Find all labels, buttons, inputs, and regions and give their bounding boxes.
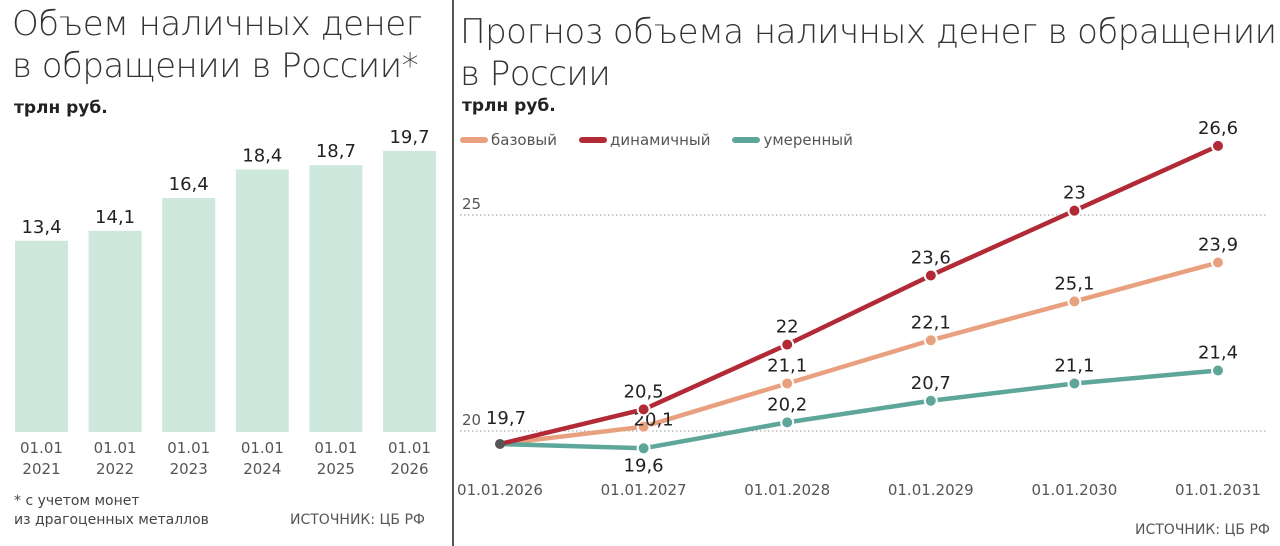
legend-item-1: динамичный — [579, 131, 710, 149]
series-1-label-2: 22 — [776, 317, 799, 338]
x-tick-label-4: 01.01.2030 — [1031, 481, 1117, 499]
left-title-line1: Объем наличных денег — [12, 4, 422, 44]
x-tick-label-5: 01.01.2031 — [1175, 481, 1261, 499]
x-tick-label-2: 01.01.2028 — [744, 481, 830, 499]
legend-swatch — [579, 137, 608, 143]
bar-data-label-5: 19,7 — [389, 127, 429, 148]
right-title-line1: Прогноз объема наличных денег в обращени… — [460, 12, 1277, 52]
series-1-point-2 — [780, 337, 795, 352]
series-1-label-5: 26,6 — [1198, 118, 1238, 139]
legend-item-2: умеренный — [732, 131, 853, 149]
series-2-point-1 — [636, 441, 651, 456]
legend-label: умеренный — [763, 131, 853, 149]
bar-tick-label-year-0: 2021 — [22, 460, 60, 478]
left-unit: трлн руб. — [14, 98, 108, 118]
series-1-point-1 — [636, 402, 651, 417]
bar-data-label-4: 18,7 — [316, 141, 356, 162]
series-1-label-1: 20,5 — [624, 381, 664, 402]
series-1-point-3 — [923, 268, 938, 283]
series-line-0 — [499, 260, 1219, 447]
bar-tick-label-year-3: 2024 — [243, 460, 281, 478]
series-0-point-1 — [636, 419, 651, 434]
bar-tick-label-4: 01.01 — [314, 439, 357, 457]
legend-swatch — [460, 137, 488, 143]
bar-3 — [235, 169, 289, 432]
right-source: ИСТОЧНИК: ЦБ РФ — [1135, 522, 1270, 538]
series-2-label-3: 20,7 — [911, 373, 951, 394]
x-tick-label-0: 01.01.2026 — [457, 481, 543, 499]
series-0-label-3: 22,1 — [911, 312, 951, 333]
series-0-label-5: 23,9 — [1198, 235, 1238, 256]
legend-label: динамичный — [610, 131, 711, 149]
right-title-line2: в России — [460, 54, 611, 94]
series-2-point-5 — [1211, 363, 1225, 378]
bar-1 — [88, 230, 142, 432]
series-0-point-4 — [1067, 294, 1082, 309]
bar-4 — [309, 165, 363, 432]
bar-2 — [162, 197, 216, 432]
series-2-point-3 — [923, 393, 938, 408]
bar-data-label-2: 16,4 — [169, 174, 209, 195]
series-2-point-2 — [780, 415, 795, 430]
bar-tick-label-year-1: 2022 — [96, 460, 134, 478]
series-1-point-4 — [1067, 203, 1082, 218]
legend: базовый динамичный умеренный — [460, 131, 853, 149]
bar-tick-label-1: 01.01 — [94, 439, 137, 457]
bar-tick-label-year-2: 2023 — [170, 460, 208, 478]
bar-5 — [383, 150, 436, 433]
series-0-point-5 — [1211, 255, 1225, 270]
bar-data-label-1: 14,1 — [95, 207, 135, 228]
bar-tick-label-year-4: 2025 — [317, 460, 355, 478]
series-2-label-1: 19,6 — [624, 455, 664, 476]
series-line-1 — [499, 143, 1219, 447]
start-label: 19,7 — [486, 408, 526, 429]
x-tick-label-3: 01.01.2029 — [888, 481, 974, 499]
legend-item-0: базовый — [460, 131, 557, 149]
series-1-point-5 — [1211, 138, 1225, 153]
y-tick-label-25: 25 — [462, 195, 481, 213]
bar-0 — [15, 240, 68, 432]
series-1-label-4: 23 — [1063, 183, 1086, 204]
legend-label: базовый — [491, 131, 558, 149]
bar-data-label-3: 18,4 — [242, 145, 282, 166]
series-0-point-2 — [780, 376, 795, 391]
bar-tick-label-0: 01.01 — [20, 439, 63, 457]
series-2-point-4 — [1067, 376, 1082, 391]
series-0-label-2: 21,1 — [767, 355, 807, 376]
y-tick-label-20: 20 — [462, 411, 481, 429]
series-2-label-2: 20,2 — [767, 394, 807, 415]
series-0-label-4: 25,1 — [1054, 273, 1094, 294]
series-2-label-4: 21,1 — [1054, 355, 1094, 376]
left-source: ИСТОЧНИК: ЦБ РФ — [290, 512, 425, 528]
bar-tick-label-year-5: 2026 — [390, 460, 428, 478]
series-0-point-3 — [923, 333, 938, 348]
x-tick-label-1: 01.01.2027 — [601, 481, 687, 499]
footnote-line2: из драгоценных металлов — [14, 512, 209, 528]
bar-tick-label-3: 01.01 — [241, 439, 284, 457]
series-1-label-3: 23,6 — [911, 247, 951, 268]
legend-swatch — [732, 137, 761, 143]
start-point — [495, 438, 505, 449]
panel-divider — [452, 0, 454, 546]
footnote-line1: * с учетом монет — [14, 493, 140, 509]
bar-data-label-0: 13,4 — [21, 217, 61, 238]
series-2-label-5: 21,4 — [1198, 343, 1238, 364]
bar-tick-label-2: 01.01 — [167, 439, 210, 457]
bar-tick-label-5: 01.01 — [388, 439, 431, 457]
right-unit: трлн руб. — [462, 96, 556, 116]
left-title-line2: в обращении в России* — [12, 46, 419, 86]
series-line-2 — [499, 368, 1219, 451]
